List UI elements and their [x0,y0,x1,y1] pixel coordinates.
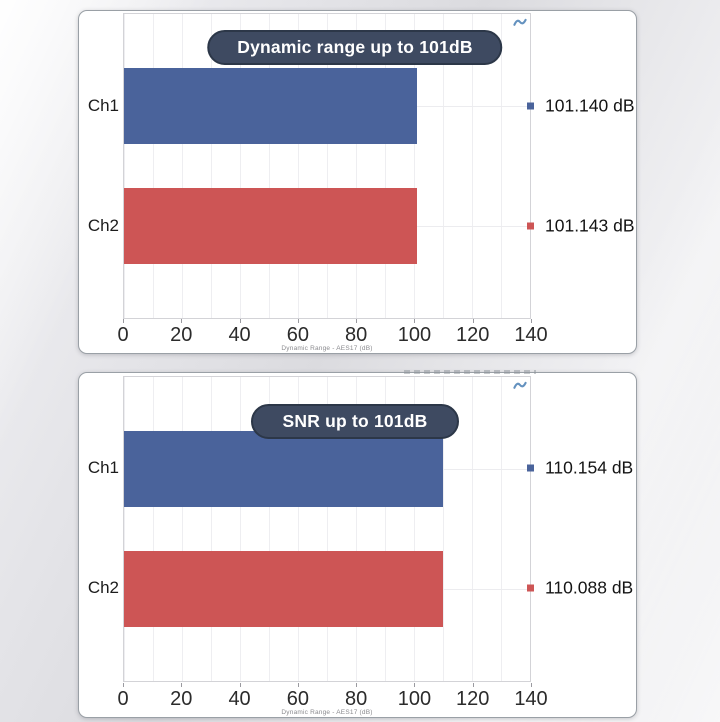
chart-title: SNR up to 101dB [282,411,428,431]
x-axis-tick-marks [123,319,532,324]
category-label-ch1: Ch1 [87,458,119,477]
chart-panel-dynamic-range: Dynamic range up to 101dB Ch1 Ch2 101.14… [78,10,637,354]
legend-value-ch1: 101.140 dB [545,95,635,116]
chart-title-pill: Dynamic range up to 101dB [207,30,503,65]
cropped-text-artifact [404,370,536,374]
legend-marker-ch2 [527,222,534,230]
legend-marker-ch2 [527,584,534,592]
category-label-ch2: Ch2 [87,216,119,235]
x-axis-caption: Dynamic Range - AES17 (dB) [281,345,373,352]
x-axis-tick-labels: 0 20 40 60 80 100 120 140 [117,324,547,348]
x-axis-caption: Dynamic Range - AES17 (dB) [281,709,373,716]
x-tick-label: 0 [117,688,129,710]
bar-ch1 [124,431,444,507]
x-tick-label: 60 [286,324,309,346]
legend-item-ch1: 101.140 dB [527,95,635,117]
x-tick-label: 20 [170,688,193,710]
x-tick-label: 100 [397,688,432,710]
chart-title: Dynamic range up to 101dB [237,37,473,57]
category-label-ch1: Ch1 [87,96,119,115]
x-tick-label: 40 [228,324,251,346]
ap-logo-icon [513,381,527,389]
plot-area: Dynamic range up to 101dB [123,13,531,319]
x-tick-label: 20 [170,324,193,346]
ap-logo-icon [513,18,527,26]
bar-ch2 [124,188,418,264]
legend-item-ch2: 110.088 dB [527,578,634,599]
chart-title-pill: SNR up to 101dB [251,404,459,439]
legend-item-ch2: 101.143 dB [527,215,635,237]
x-tick-label: 80 [345,688,368,710]
legend-marker-ch1 [527,464,534,472]
chart-panel-snr: SNR up to 101dB Ch1 Ch2 110.154 dB 110.0… [78,370,637,718]
legend-value-ch1: 110.154 dB [545,457,634,478]
plot-area: SNR up to 101dB [123,376,531,682]
x-tick-label: 120 [456,324,490,346]
legend-value-ch2: 101.143 dB [545,215,635,236]
x-tick-label: 140 [514,688,548,710]
x-tick-label: 0 [117,324,129,346]
legend-value-ch2: 110.088 dB [545,577,634,598]
x-tick-label: 120 [456,688,490,710]
x-tick-label: 140 [514,324,548,346]
x-tick-label: 60 [286,688,309,710]
bar-ch1 [124,68,418,144]
legend-marker-ch1 [527,102,534,110]
legend-item-ch1: 110.154 dB [527,458,634,479]
bar-ch2 [124,551,444,627]
x-tick-label: 100 [397,324,432,346]
x-tick-label: 80 [345,324,368,346]
x-axis-tick-labels: 0 20 40 60 80 100 120 140 [117,688,547,712]
x-axis-tick-marks [123,683,532,688]
x-tick-label: 40 [228,688,251,710]
category-label-ch2: Ch2 [87,578,119,597]
